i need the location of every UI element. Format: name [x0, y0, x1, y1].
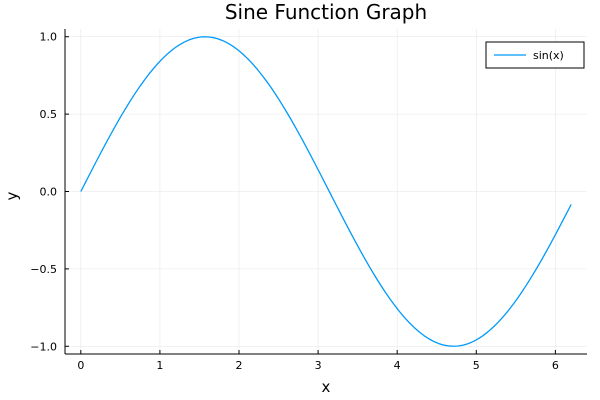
x-tick-label: 0: [77, 359, 84, 372]
y-tick-label: 0.0: [40, 186, 58, 199]
x-tick-label: 4: [394, 359, 401, 372]
x-tick-label: 5: [473, 359, 480, 372]
x-axis-title: x: [322, 378, 331, 396]
y-axis-title: y: [3, 191, 21, 200]
y-tick-label: −1.0: [30, 340, 57, 353]
y-tick-label: 0.5: [40, 108, 58, 121]
series-line-sin-x: [80, 36, 572, 347]
x-tick-label: 6: [552, 359, 559, 372]
series-layer: [80, 36, 572, 347]
grid-layer: [65, 29, 587, 354]
y-tick-label: −0.5: [30, 263, 57, 276]
chart-title: Sine Function Graph: [225, 0, 427, 24]
y-tick-label: 1.0: [40, 31, 58, 44]
x-tick-label: 3: [315, 359, 322, 372]
x-tick-label: 1: [156, 359, 163, 372]
legend: sin(x): [485, 41, 585, 69]
x-tick-label: 2: [236, 359, 243, 372]
ticks-layer: 0 1 2 3 4 5 6 −1.0 −0.5 0.0 0.5 1.0: [30, 31, 559, 372]
legend-label-sin-x: sin(x): [533, 49, 564, 62]
